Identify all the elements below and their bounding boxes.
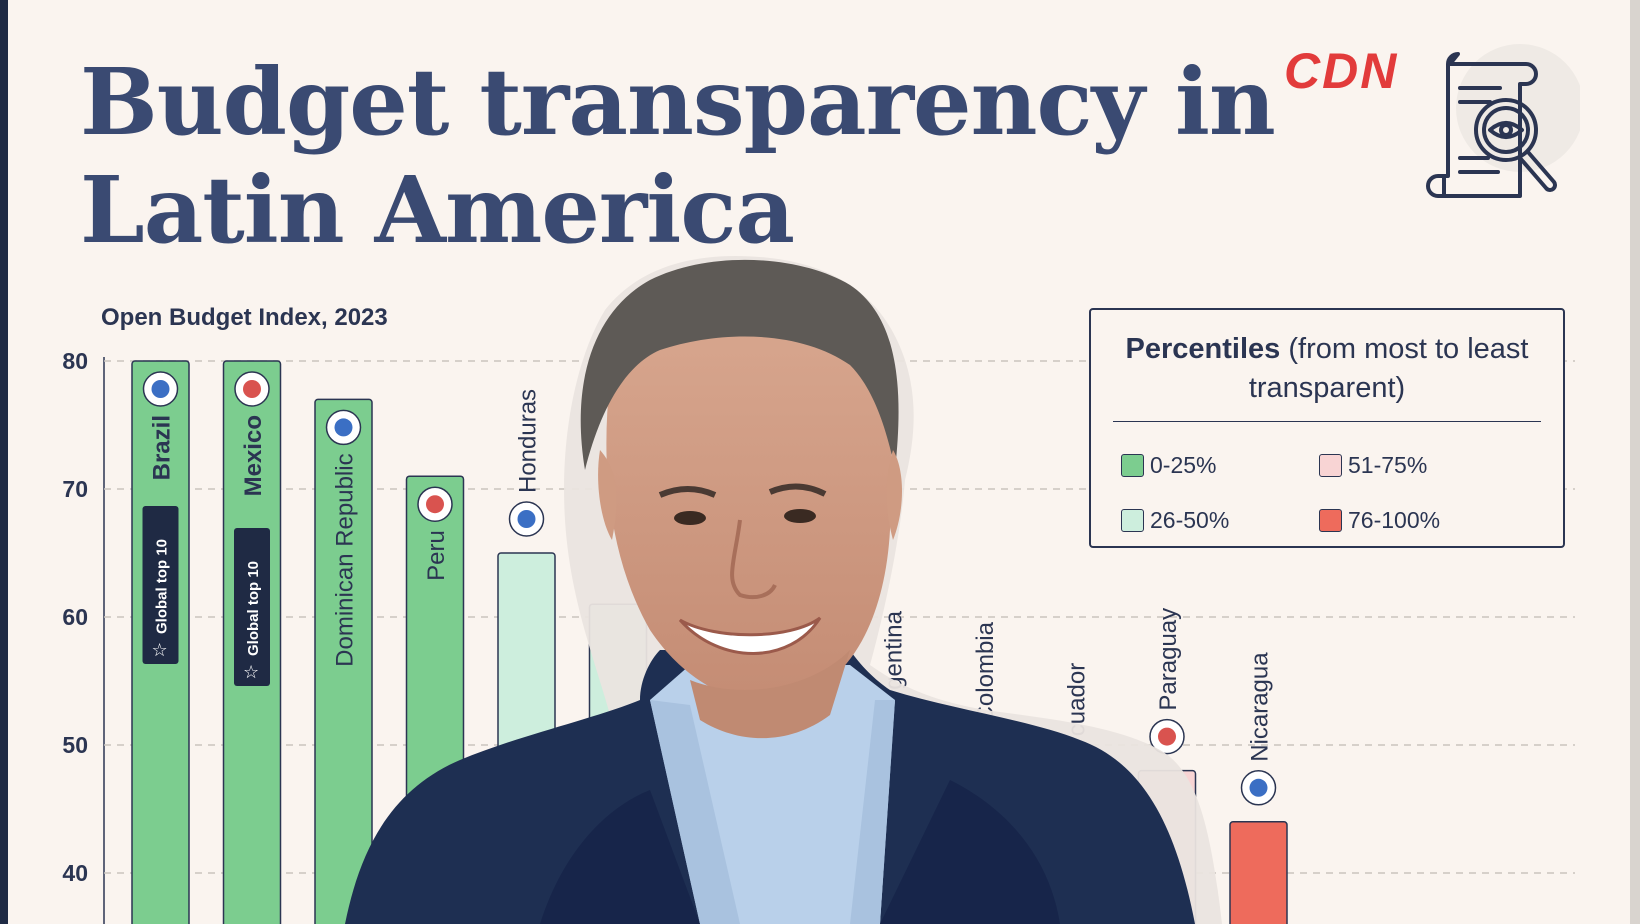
legend-swatch — [1319, 509, 1342, 532]
legend-divider — [1113, 421, 1541, 422]
legend-label: 76-100% — [1348, 507, 1441, 533]
y-tick-label: 70 — [62, 476, 88, 502]
country-label: Dominican Republic — [332, 453, 359, 666]
bar — [1229, 821, 1288, 924]
legend-title-rest: (from most to least transparent) — [1248, 333, 1529, 404]
legend-swatch — [1319, 454, 1342, 477]
legend-swatch — [1121, 454, 1144, 477]
country-flag-emblem — [517, 510, 536, 528]
chart-title: Open Budget Index, 2023 — [101, 304, 388, 331]
legend-item-51-75: 51-75% — [1319, 452, 1427, 479]
y-tick-label: 80 — [62, 348, 88, 374]
legend-title-bold: Percentiles — [1125, 333, 1281, 365]
legend-box: Percentiles (from most to least transpar… — [1089, 308, 1565, 548]
legend-swatch — [1121, 509, 1144, 532]
country-flag-emblem — [1158, 727, 1176, 746]
global-top10-label: Global top 10 — [154, 539, 171, 634]
legend-item-76-100: 76-100% — [1319, 507, 1440, 534]
country-label: Brazil — [149, 415, 176, 480]
title-line-2: Latin America — [80, 156, 795, 264]
country-label: Mexico — [240, 415, 267, 496]
global-top10-label: Global top 10 — [245, 561, 262, 656]
country-flag-emblem — [151, 380, 170, 398]
left-border — [0, 0, 8, 924]
legend-label: 26-50% — [1150, 507, 1230, 533]
y-tick-label: 50 — [62, 732, 88, 758]
legend-title: Percentiles (from most to least transpar… — [1091, 310, 1563, 408]
country-label: Colombia — [972, 621, 999, 723]
country-flag-emblem — [1249, 778, 1268, 797]
country-label: Honduras — [515, 389, 542, 493]
star-icon: ☆ — [243, 662, 259, 683]
country-flag-emblem — [426, 495, 444, 514]
country-flag-emblem — [334, 418, 353, 437]
document-search-icon — [1426, 44, 1580, 198]
legend-label: 0-25% — [1150, 452, 1217, 478]
country-flag-emblem — [243, 380, 261, 398]
right-border — [1630, 0, 1640, 924]
bar — [314, 398, 373, 924]
global-top10-badge — [234, 528, 270, 686]
legend-label: 51-75% — [1348, 452, 1428, 478]
global-top10-badge — [142, 506, 179, 664]
country-label: Peru — [423, 530, 450, 581]
legend-item-26-50: 26-50% — [1121, 507, 1229, 534]
country-label: Nicaragua — [1247, 652, 1274, 762]
country-label: Paraguay — [1155, 608, 1182, 711]
title-line-1: Budget transparency in — [80, 48, 1276, 156]
legend-item-0-25: 0-25% — [1121, 452, 1216, 479]
y-tick-label: 60 — [62, 604, 88, 630]
star-icon: ☆ — [152, 640, 168, 661]
brand-logo: CDN — [1284, 43, 1399, 99]
y-tick-label: 40 — [62, 860, 88, 886]
page-title: Budget transparency in Latin America — [80, 48, 1276, 264]
